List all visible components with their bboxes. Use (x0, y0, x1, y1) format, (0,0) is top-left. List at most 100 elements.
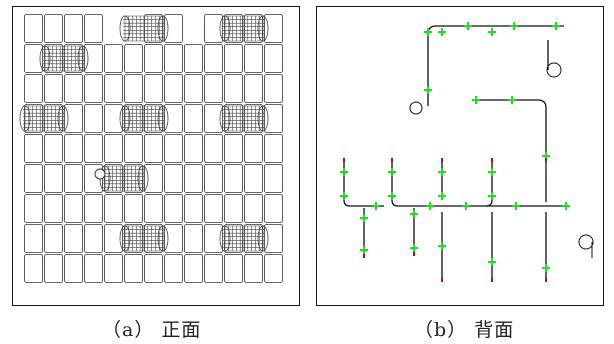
grid-cell (64, 224, 83, 253)
grid-cell (104, 74, 123, 103)
grid-cell (264, 14, 283, 43)
red-marker (343, 158, 345, 162)
grid-cell (244, 254, 263, 283)
grid-cell (24, 74, 43, 103)
grid-cell (64, 44, 83, 73)
mesh-block (119, 105, 169, 132)
mesh-block (39, 45, 89, 72)
grid-cell (264, 224, 283, 253)
red-marker (491, 278, 493, 282)
grid-cell (44, 134, 63, 163)
mesh-block (219, 105, 269, 132)
coil-icon (546, 62, 562, 78)
grid-cell (124, 134, 143, 163)
frame (316, 6, 604, 306)
grid-cell (124, 194, 143, 223)
grid-cell (124, 164, 143, 193)
back-view-panel (316, 6, 604, 306)
grid-cell (144, 194, 163, 223)
grid-cell (104, 44, 123, 73)
grid-cell (44, 14, 63, 43)
grid-cell (24, 254, 43, 283)
grid-cell (104, 224, 123, 253)
grid-cell (184, 134, 203, 163)
grid-cell (184, 44, 203, 73)
grid-cell (204, 14, 223, 43)
grid-cell (144, 134, 163, 163)
grid-cell (264, 194, 283, 223)
grid-cell (244, 164, 263, 193)
grid-cell (124, 254, 143, 283)
coil-icon (578, 234, 594, 250)
grid-cell (104, 254, 123, 283)
grid-cell (64, 14, 83, 43)
grid-cell (44, 74, 63, 103)
grid-cell (24, 134, 43, 163)
red-marker (441, 158, 443, 162)
mesh-block (99, 165, 149, 192)
grid-cell (264, 104, 283, 133)
grid-cell (84, 134, 103, 163)
red-marker (413, 252, 415, 256)
mesh-block (219, 15, 269, 42)
grid-cell (264, 164, 283, 193)
grid-cell (44, 164, 63, 193)
red-marker (545, 158, 547, 162)
mesh-block (119, 15, 169, 42)
grid-cell (244, 74, 263, 103)
grid-cell (24, 194, 43, 223)
mesh-block (19, 105, 69, 132)
grid-cell (64, 104, 83, 133)
grid-cell (164, 194, 183, 223)
grid-cell (224, 14, 243, 43)
grid-cell (124, 74, 143, 103)
grid-cell (44, 104, 63, 133)
grid-cell (244, 104, 263, 133)
red-marker (391, 158, 393, 162)
grid-cell (204, 134, 223, 163)
grid-cell (184, 254, 203, 283)
frame (12, 6, 300, 306)
grid-cell (64, 134, 83, 163)
grid-cell (84, 44, 103, 73)
grid-cell (244, 44, 263, 73)
grid-cell (64, 74, 83, 103)
mesh-block (119, 225, 169, 252)
front-view-diagram (12, 6, 300, 306)
circle-icon (409, 101, 423, 115)
grid-cell (224, 224, 243, 253)
red-marker (545, 278, 547, 282)
grid-cell (244, 134, 263, 163)
grid-cell (104, 134, 123, 163)
grid-cell (204, 194, 223, 223)
grid-cell (184, 104, 203, 133)
caption-front: （a） 正面 (102, 319, 202, 341)
grid-cell (84, 224, 103, 253)
grid-cell (244, 224, 263, 253)
wire-trace (343, 158, 384, 207)
grid-cell (84, 74, 103, 103)
grid-cell (104, 104, 123, 133)
grid-cell (224, 74, 243, 103)
grid-cell (164, 224, 183, 253)
grid-cell (24, 44, 43, 73)
grid-cell (224, 194, 243, 223)
grid-cell (244, 194, 263, 223)
grid-cell (164, 134, 183, 163)
grid-cell (124, 44, 143, 73)
grid-cell (104, 164, 123, 193)
grid-cell (44, 194, 63, 223)
grid-cell (84, 104, 103, 133)
grid-cell (164, 14, 183, 43)
red-marker (441, 278, 443, 282)
grid-cell (164, 74, 183, 103)
grid-cell (224, 164, 243, 193)
red-marker (491, 158, 493, 162)
wire-trace (391, 158, 564, 207)
grid-cell (144, 74, 163, 103)
grid-cell (224, 254, 243, 283)
grid-cell (124, 224, 143, 253)
grid-cell (144, 224, 163, 253)
grid-cell (264, 74, 283, 103)
grid-cell (224, 104, 243, 133)
